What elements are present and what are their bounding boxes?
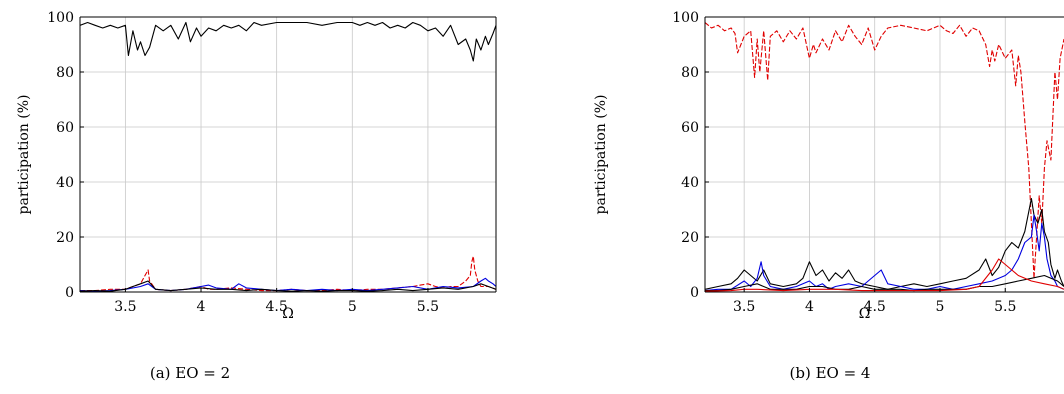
series-line-0 xyxy=(80,21,496,62)
y-tick-label: 20 xyxy=(681,230,699,246)
y-tick-label: 100 xyxy=(47,10,74,26)
series-line-4 xyxy=(705,258,1064,292)
y-tick-label: 60 xyxy=(56,120,74,136)
x-tick-label: 5.5 xyxy=(994,299,1016,315)
series-line-3 xyxy=(80,280,496,292)
chart-caption: (a) EO = 2 xyxy=(150,364,230,382)
x-axis-label: Ω xyxy=(282,306,294,322)
x-tick-label: 4.5 xyxy=(266,299,288,315)
y-tick-label: 20 xyxy=(56,230,74,246)
y-axis-label: participation (%) xyxy=(593,95,609,215)
series-line-0 xyxy=(705,22,1064,279)
x-tick-label: 5 xyxy=(348,299,357,315)
x-axis-label: Ω xyxy=(859,306,871,322)
x-tick-label: 4.5 xyxy=(864,299,886,315)
x-tick-label: 3.5 xyxy=(733,299,755,315)
series-line-1 xyxy=(80,255,496,292)
y-tick-label: 80 xyxy=(681,65,699,81)
x-tick-label: 3.5 xyxy=(114,299,136,315)
y-axis-label: participation (%) xyxy=(16,95,32,215)
x-tick-label: 4 xyxy=(197,299,206,315)
y-tick-label: 60 xyxy=(681,120,699,136)
y-tick-label: 0 xyxy=(690,285,699,301)
x-tick-label: 5 xyxy=(936,299,945,315)
y-tick-label: 0 xyxy=(65,285,74,301)
y-tick-label: 100 xyxy=(672,10,699,26)
x-tick-label: 5.5 xyxy=(417,299,439,315)
x-tick-label: 4 xyxy=(805,299,814,315)
y-tick-label: 80 xyxy=(56,65,74,81)
chart-caption: (b) EO = 4 xyxy=(790,364,871,382)
y-tick-label: 40 xyxy=(56,175,74,191)
series-line-2 xyxy=(705,214,1064,292)
y-tick-label: 40 xyxy=(681,175,699,191)
series-line-2 xyxy=(80,277,496,292)
series-line-1 xyxy=(705,197,1064,290)
series-line-3 xyxy=(705,274,1064,292)
